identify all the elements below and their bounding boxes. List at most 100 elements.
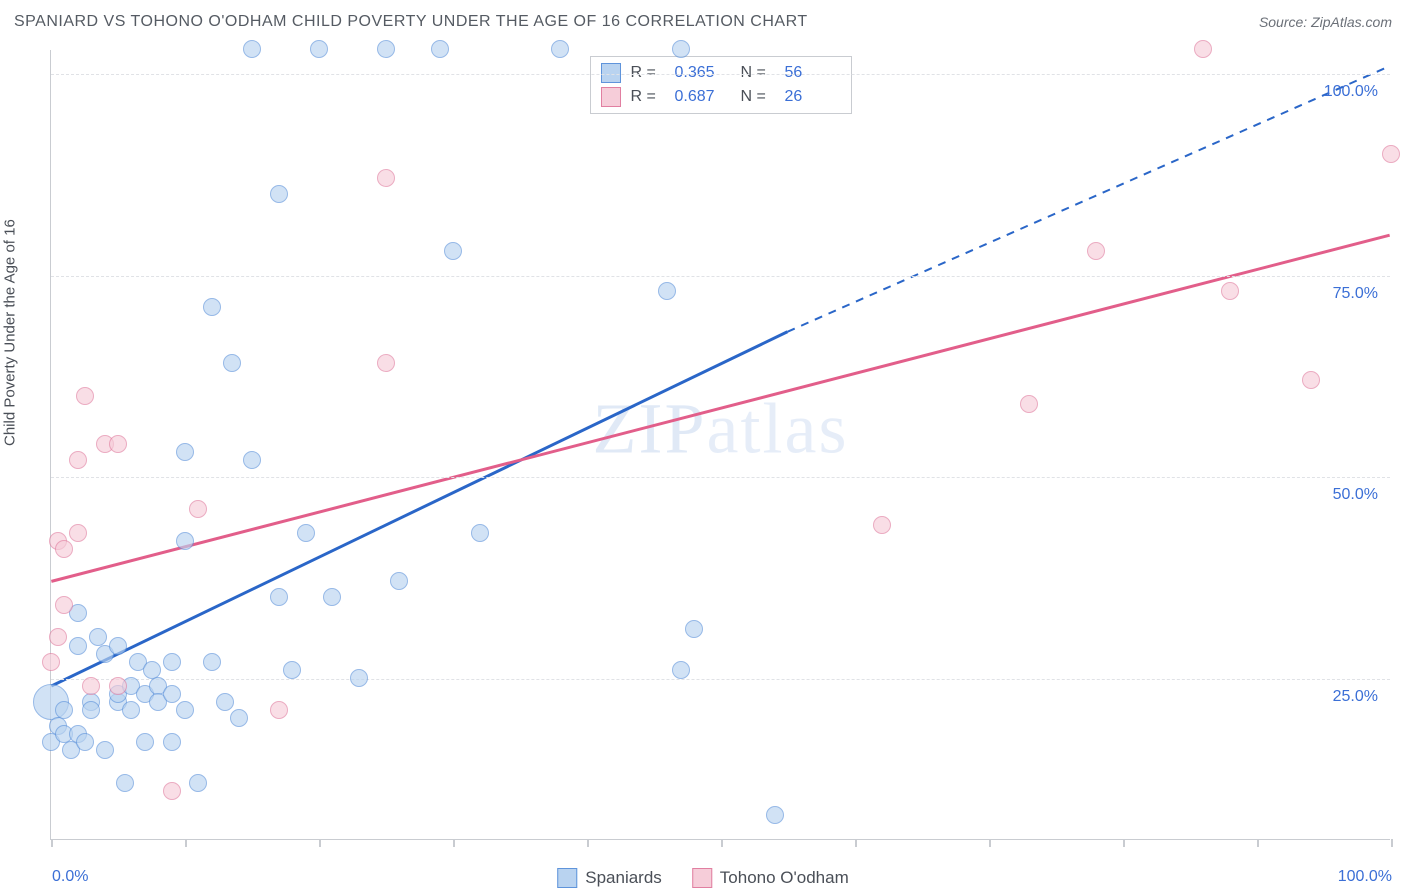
scatter-point bbox=[76, 733, 94, 751]
scatter-point bbox=[1221, 282, 1239, 300]
y-axis-tick-label: 50.0% bbox=[1333, 486, 1378, 504]
scatter-point bbox=[350, 669, 368, 687]
scatter-point bbox=[136, 733, 154, 751]
scatter-point bbox=[82, 701, 100, 719]
scatter-point bbox=[1302, 371, 1320, 389]
scatter-point bbox=[216, 693, 234, 711]
x-axis-tick bbox=[1391, 839, 1393, 847]
scatter-point bbox=[69, 451, 87, 469]
y-axis-tick-label: 25.0% bbox=[1333, 688, 1378, 706]
scatter-point bbox=[223, 354, 241, 372]
legend-swatch bbox=[601, 87, 621, 107]
x-axis-tick bbox=[51, 839, 53, 847]
x-axis-tick bbox=[989, 839, 991, 847]
scatter-point bbox=[42, 653, 60, 671]
scatter-point bbox=[551, 40, 569, 58]
source-value: ZipAtlas.com bbox=[1311, 14, 1392, 30]
scatter-point bbox=[96, 741, 114, 759]
scatter-point bbox=[116, 774, 134, 792]
scatter-point bbox=[163, 733, 181, 751]
scatter-point bbox=[672, 661, 690, 679]
scatter-point bbox=[76, 387, 94, 405]
x-axis-tick bbox=[721, 839, 723, 847]
scatter-point bbox=[431, 40, 449, 58]
scatter-point bbox=[471, 524, 489, 542]
scatter-point bbox=[1020, 395, 1038, 413]
scatter-point bbox=[230, 709, 248, 727]
scatter-point bbox=[377, 354, 395, 372]
scatter-point bbox=[283, 661, 301, 679]
scatter-point bbox=[55, 540, 73, 558]
trend-line bbox=[51, 332, 787, 686]
scatter-point bbox=[1382, 145, 1400, 163]
scatter-point bbox=[270, 185, 288, 203]
legend-r-value: 0.365 bbox=[675, 64, 731, 82]
scatter-point bbox=[69, 637, 87, 655]
scatter-point bbox=[69, 524, 87, 542]
scatter-point bbox=[163, 685, 181, 703]
scatter-point bbox=[270, 701, 288, 719]
trend-line-extrapolated bbox=[787, 66, 1389, 332]
scatter-point bbox=[310, 40, 328, 58]
legend-swatch bbox=[692, 868, 712, 888]
scatter-point bbox=[176, 443, 194, 461]
scatter-point bbox=[176, 532, 194, 550]
scatter-point bbox=[109, 637, 127, 655]
legend-swatch bbox=[601, 63, 621, 83]
legend-row: R =0.687N =26 bbox=[601, 85, 841, 109]
y-axis-label: Child Poverty Under the Age of 16 bbox=[2, 219, 19, 446]
scatter-point bbox=[55, 701, 73, 719]
trend-lines-layer bbox=[51, 50, 1390, 839]
legend-r-label: R = bbox=[631, 64, 665, 82]
scatter-point bbox=[82, 677, 100, 695]
scatter-point bbox=[203, 653, 221, 671]
scatter-point bbox=[873, 516, 891, 534]
scatter-point bbox=[243, 40, 261, 58]
scatter-point bbox=[297, 524, 315, 542]
y-axis-tick-label: 75.0% bbox=[1333, 285, 1378, 303]
chart-header: SPANIARD VS TOHONO O'ODHAM CHILD POVERTY… bbox=[0, 0, 1406, 44]
legend-r-value: 0.687 bbox=[675, 88, 731, 106]
scatter-point bbox=[203, 298, 221, 316]
gridline-h bbox=[51, 74, 1390, 75]
trend-line bbox=[51, 235, 1389, 581]
scatter-point bbox=[55, 596, 73, 614]
x-axis-tick bbox=[855, 839, 857, 847]
scatter-point bbox=[685, 620, 703, 638]
y-axis-tick-label: 100.0% bbox=[1324, 83, 1378, 101]
source-label: Source: bbox=[1259, 14, 1307, 30]
scatter-point bbox=[109, 677, 127, 695]
plot-area: ZIPatlas R =0.365N =56R =0.687N =26 25.0… bbox=[50, 50, 1390, 840]
x-axis-tick bbox=[319, 839, 321, 847]
scatter-point bbox=[163, 653, 181, 671]
scatter-point bbox=[323, 588, 341, 606]
scatter-point bbox=[189, 500, 207, 518]
gridline-h bbox=[51, 477, 1390, 478]
x-axis-tick bbox=[1123, 839, 1125, 847]
legend-n-label: N = bbox=[741, 64, 775, 82]
watermark-text: ZIPatlas bbox=[593, 387, 849, 470]
scatter-point bbox=[189, 774, 207, 792]
scatter-point bbox=[176, 701, 194, 719]
legend-series-item: Tohono O'odham bbox=[692, 868, 849, 888]
x-axis-tick bbox=[453, 839, 455, 847]
x-axis-tick bbox=[185, 839, 187, 847]
scatter-point bbox=[377, 169, 395, 187]
scatter-point bbox=[377, 40, 395, 58]
source-attribution: Source: ZipAtlas.com bbox=[1259, 14, 1392, 30]
correlation-legend: R =0.365N =56R =0.687N =26 bbox=[590, 56, 852, 114]
legend-series-name: Spaniards bbox=[585, 868, 662, 888]
x-axis-tick-100: 100.0% bbox=[1338, 868, 1392, 886]
series-legend: Spaniards Tohono O'odham bbox=[557, 868, 849, 888]
scatter-point bbox=[672, 40, 690, 58]
scatter-point bbox=[243, 451, 261, 469]
scatter-point bbox=[1087, 242, 1105, 260]
x-axis-tick bbox=[587, 839, 589, 847]
legend-n-value: 56 bbox=[785, 64, 841, 82]
scatter-point bbox=[766, 806, 784, 824]
legend-r-label: R = bbox=[631, 88, 665, 106]
chart-title: SPANIARD VS TOHONO O'ODHAM CHILD POVERTY… bbox=[14, 13, 808, 31]
scatter-point bbox=[658, 282, 676, 300]
legend-n-value: 26 bbox=[785, 88, 841, 106]
scatter-point bbox=[49, 628, 67, 646]
